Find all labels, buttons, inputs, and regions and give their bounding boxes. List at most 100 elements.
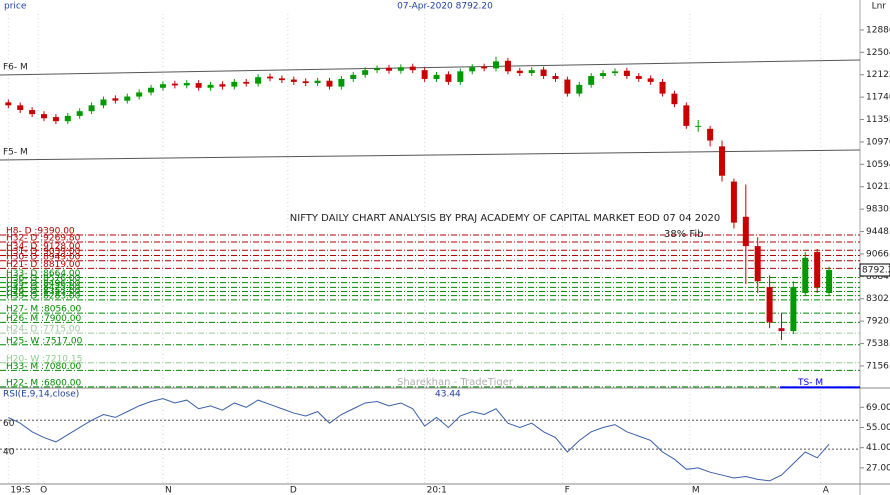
candle-body <box>112 98 119 101</box>
chart-title: NIFTY DAILY CHART ANALYSIS BY PRAJ ACADE… <box>290 213 720 224</box>
candle-body <box>41 114 48 119</box>
y-tick-label: 9830.0 <box>866 205 890 215</box>
x-tick-label: M <box>692 486 700 495</box>
candle-body <box>159 84 166 88</box>
candle-body <box>695 125 702 127</box>
x-tick-label: A <box>823 486 830 495</box>
candle-body <box>5 102 12 106</box>
y-tick-label: 10594. <box>866 160 890 170</box>
candle-body <box>778 328 785 332</box>
candle-body <box>719 146 726 176</box>
level-label: H22- M :6800.00 <box>6 378 81 388</box>
candle-body <box>754 246 761 282</box>
candle-body <box>183 83 190 86</box>
watermark: Sharekhan - TradeTiger <box>397 377 514 388</box>
candle-body <box>314 80 321 84</box>
y-tick-label: 55.00 <box>866 423 890 433</box>
level-label: H33- M :7080.00 <box>6 362 81 372</box>
level-label: H34- D :9128.00 <box>6 242 81 252</box>
level-label: H37- D :8425.00 <box>6 283 81 293</box>
y-tick-label: 8302.0 <box>866 294 890 304</box>
level-label: H21- D :8819.00 <box>6 260 81 270</box>
candle-body <box>421 70 428 79</box>
candle-body <box>231 81 238 87</box>
candle-body <box>790 287 797 332</box>
candle-body <box>433 74 440 79</box>
candle-body <box>552 76 559 79</box>
candle-body <box>516 70 523 74</box>
rsi-last-value: 43.44 <box>435 390 461 400</box>
header-center: 07-Apr-2020 8792.20 <box>397 2 493 12</box>
candle-body <box>528 70 535 74</box>
candle-body <box>504 60 511 72</box>
candle-body <box>171 83 178 86</box>
ts-label: TS- M <box>797 378 823 388</box>
candle-body <box>267 76 274 79</box>
level-label: H30- D :8949.00 <box>6 252 81 262</box>
level-label: H27- M :8056.00 <box>6 305 81 315</box>
level-label: H20- W :7210.15 <box>6 354 82 364</box>
candle-body <box>730 181 737 223</box>
level-label: H39- D :8283.00 <box>6 291 81 301</box>
x-tick-label: D <box>290 486 297 495</box>
candle-body <box>124 96 131 101</box>
candle-body <box>362 70 369 75</box>
candle-body <box>100 99 107 106</box>
level-label: H36- D :8576.00 <box>6 274 81 284</box>
candle-body <box>374 68 381 71</box>
header-right: Lnr <box>872 2 887 12</box>
level-label: H35- D :8496.00 <box>6 279 81 289</box>
candle-body <box>588 76 595 85</box>
candle-body <box>302 81 309 84</box>
candle-body <box>600 73 607 77</box>
level-label: H24- D :7715.00 <box>6 325 81 335</box>
level-label: H8- D :9390.00 <box>6 226 75 236</box>
candle-body <box>647 78 654 82</box>
trendline <box>0 149 861 161</box>
candle-body <box>493 61 500 69</box>
candle-body <box>683 105 690 126</box>
candle-body <box>17 105 24 111</box>
rsi-title: RSI(E,9,14,close) <box>3 390 79 400</box>
candle-body <box>742 216 749 247</box>
y-tick-label: 12504. <box>866 48 890 58</box>
candle-body <box>802 257 809 293</box>
candle-body <box>457 71 464 82</box>
candle-body <box>397 67 404 71</box>
candle-body <box>635 76 642 79</box>
x-tick-label: F <box>565 486 570 495</box>
y-tick-label: 8684. <box>866 272 890 282</box>
y-tick-label: 7538.0 <box>866 339 890 349</box>
y-tick-label: 12886. <box>866 25 890 35</box>
candle-body <box>409 66 416 71</box>
level-label: H29- D :8355.00 <box>6 287 81 297</box>
candle-body <box>671 93 678 105</box>
candle-body <box>540 69 547 77</box>
candle-body <box>350 74 357 79</box>
candle-body <box>64 115 71 122</box>
candle-body <box>659 81 666 94</box>
candle-body <box>243 81 250 84</box>
candle-body <box>469 67 476 72</box>
candle-body <box>338 78 345 87</box>
level-label: H31- D :9039.00 <box>6 247 81 257</box>
x-tick-label: 20:1 <box>427 486 447 495</box>
y-tick-label: 11740. <box>866 93 890 103</box>
candle-body <box>290 79 297 82</box>
trendline-label: F5- M <box>3 148 28 158</box>
y-tick-label: 11358. <box>866 115 890 125</box>
candle-body <box>255 77 262 84</box>
candle-body <box>88 105 95 112</box>
candle-body <box>207 84 214 88</box>
candle-body <box>766 287 773 323</box>
candle-body <box>385 67 392 71</box>
level-label: H32- D :9269.80 <box>6 233 81 243</box>
candle-body <box>623 70 630 77</box>
candle-body <box>826 270 833 293</box>
rsi-line <box>8 398 830 482</box>
y-tick-label: 10212. <box>866 182 890 192</box>
candle-body <box>136 92 143 97</box>
candle-body <box>481 66 488 69</box>
